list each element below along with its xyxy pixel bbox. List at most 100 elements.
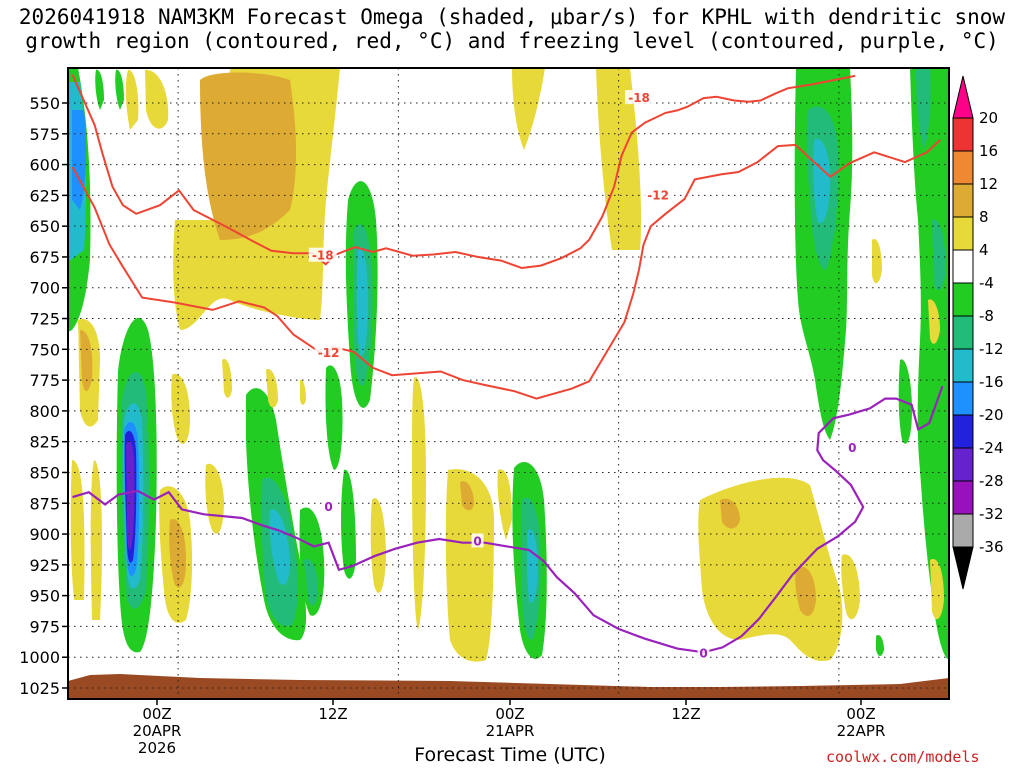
y-tick-label: 650 xyxy=(29,217,60,236)
y-axis-ticks: 550 575 600 625 650 675 700 725 750 775 800 825 850 8… xyxy=(19,94,68,698)
colorbar-bottom-arrow xyxy=(952,546,974,590)
dgz-minus18-contour xyxy=(71,74,856,270)
y-tick-label: 975 xyxy=(29,617,60,636)
dgz-minus12-contour xyxy=(71,139,941,400)
omega-fill xyxy=(80,330,93,392)
colorbar-label: -36 xyxy=(979,538,1004,556)
chart-title-line1: 2026041918 NAM3KM Forecast Omega (shaded… xyxy=(18,5,1006,29)
colorbar-segment xyxy=(952,117,974,152)
colorbar-label: 4 xyxy=(979,241,989,259)
x-axis-label: Forecast Time (UTC) xyxy=(414,744,606,766)
colorbar-label: -24 xyxy=(979,439,1004,457)
y-tick-label: 600 xyxy=(29,156,60,175)
y-tick-label: 625 xyxy=(29,186,60,205)
omega-fill xyxy=(222,359,232,398)
contour-label: -12 xyxy=(318,346,340,360)
y-tick-label: 575 xyxy=(29,125,60,144)
contour-label: -18 xyxy=(312,249,334,263)
chart-title-line2: growth region (contoured, red, °C) and f… xyxy=(25,29,999,53)
plot-frame xyxy=(67,67,950,700)
contour-label: 0 xyxy=(699,647,707,661)
contour-label-bg xyxy=(625,90,654,105)
omega-fill xyxy=(930,559,944,620)
colorbar-segment xyxy=(952,315,974,350)
omega-fill xyxy=(813,139,830,224)
freezing-level-contour xyxy=(72,385,944,654)
colorbar-label: 8 xyxy=(979,208,989,226)
colorbar-top-arrow xyxy=(952,75,974,119)
colorbar-label: 16 xyxy=(979,142,998,160)
y-tick-label: 1000 xyxy=(19,648,60,667)
omega-fill xyxy=(932,219,946,290)
omega-fill xyxy=(356,249,368,356)
omega-fill xyxy=(341,469,356,579)
colorbar-segment xyxy=(952,249,974,284)
omega-fill xyxy=(370,498,386,593)
colorbar-segment xyxy=(952,216,974,251)
omega-fill xyxy=(841,554,860,620)
omega-colorbar: 20 16 12 8 4 -4 -8 -12 -16 -20 -24 -28 -32 -36 xyxy=(952,75,1004,590)
y-tick-label: 1025 xyxy=(19,679,60,698)
y-tick-label: 550 xyxy=(29,94,60,113)
colorbar-label: 12 xyxy=(979,175,998,193)
x-tick-date: 20APR xyxy=(133,722,182,740)
contour-label-bg xyxy=(322,498,335,513)
omega-fill xyxy=(910,68,949,660)
omega-fill xyxy=(720,498,740,529)
omega-fill xyxy=(928,299,940,344)
colorbar-label: -12 xyxy=(979,340,1004,358)
y-tick-label: 700 xyxy=(29,279,60,298)
colorbar-label: -16 xyxy=(979,373,1004,391)
colorbar-segment xyxy=(952,282,974,317)
contour-label-bg xyxy=(697,645,710,660)
x-tick-label: 00Z xyxy=(495,705,524,723)
omega-fill xyxy=(497,469,512,540)
omega-fill xyxy=(795,566,816,616)
omega-shading xyxy=(68,68,949,662)
omega-fill xyxy=(115,69,124,110)
y-tick-label: 875 xyxy=(29,494,60,513)
omega-fill xyxy=(412,377,426,630)
y-tick-label: 850 xyxy=(29,463,60,482)
colorbar-segment xyxy=(952,150,974,185)
omega-fill xyxy=(200,72,297,240)
x-tick-date: 22APR xyxy=(837,722,886,740)
omega-fill xyxy=(169,519,186,588)
y-tick-label: 925 xyxy=(29,556,60,575)
omega-fill xyxy=(266,369,278,408)
contour-label: -18 xyxy=(628,91,650,105)
colorbar-label: -4 xyxy=(979,274,994,292)
colorbar-segment xyxy=(952,381,974,416)
x-tick-label: 00Z xyxy=(142,705,171,723)
omega-fill xyxy=(300,379,306,405)
ground-fill xyxy=(68,674,949,699)
colorbar-segment xyxy=(952,513,974,548)
colorbar-label: -32 xyxy=(979,505,1004,523)
y-tick-label: 725 xyxy=(29,310,60,329)
omega-fill xyxy=(70,460,85,600)
x-tick-label: 12Z xyxy=(318,705,347,723)
contour-label-bg xyxy=(644,187,673,202)
y-tick-label: 750 xyxy=(29,340,60,359)
contour-labels: -18 -18 -12 -12 0 0 0 0 xyxy=(308,90,859,661)
omega-fill xyxy=(325,365,343,470)
omega-fill xyxy=(299,507,325,616)
omega-fill xyxy=(872,239,882,284)
colorbar-segment xyxy=(952,348,974,383)
contour-label-bg xyxy=(308,247,337,262)
omega-fill xyxy=(95,69,104,110)
y-tick-label: 900 xyxy=(29,525,60,544)
x-tick-year: 2026 xyxy=(138,739,176,757)
x-tick-label: 12Z xyxy=(671,705,700,723)
colorbar-label: -20 xyxy=(979,406,1004,424)
contour-label: 0 xyxy=(324,500,332,514)
contour-label: 0 xyxy=(848,441,856,455)
colorbar-label: -8 xyxy=(979,307,994,325)
omega-fill xyxy=(512,68,545,150)
colorbar-segment xyxy=(952,480,974,515)
contour-label: -12 xyxy=(647,188,669,202)
omega-fill xyxy=(125,69,139,130)
y-tick-label: 675 xyxy=(29,248,60,267)
x-tick-date: 21APR xyxy=(486,722,535,740)
